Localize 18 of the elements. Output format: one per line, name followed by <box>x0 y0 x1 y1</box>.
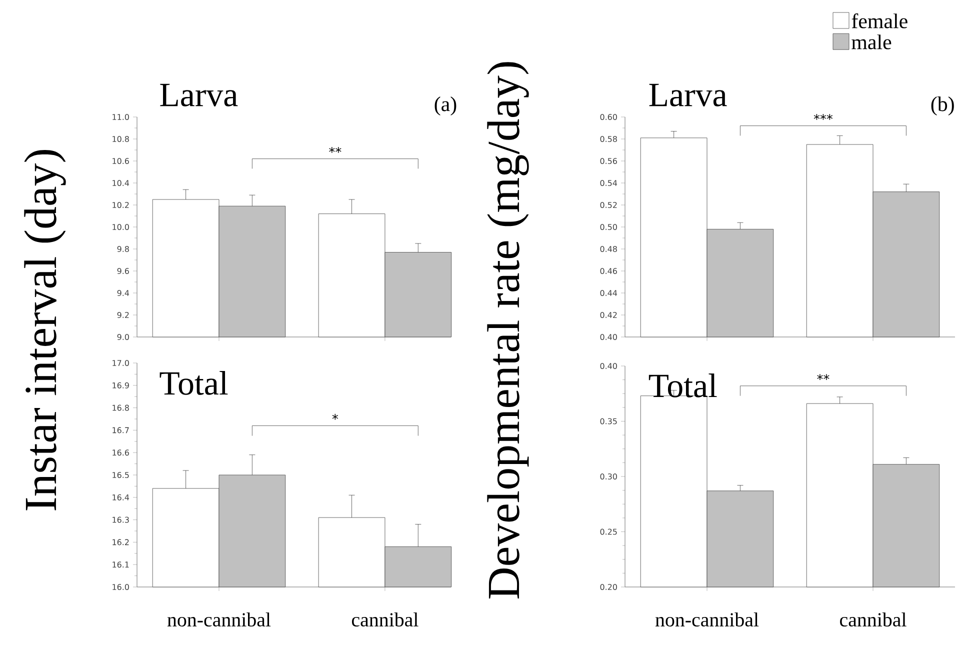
chart-title: Total <box>160 371 228 395</box>
chart-title: Larva <box>160 84 238 106</box>
x-tick-label: non-cannibal <box>167 612 271 627</box>
text: (a) <box>434 96 456 116</box>
annotation: ** <box>817 374 830 380</box>
text: (b) <box>931 96 954 116</box>
y-axis-title: Developmental rate (mg/day) <box>487 62 529 598</box>
annotation: *** <box>814 114 833 120</box>
y-axis-title: Instar interval (day) <box>24 150 66 510</box>
annotation: * <box>332 414 338 420</box>
x-tick-label: cannibal <box>352 612 418 627</box>
legend-label: male <box>852 34 892 50</box>
chart-title: Larva <box>649 84 727 106</box>
x-tick-label: non-cannibal <box>655 612 759 627</box>
chart-title: Total <box>648 374 717 398</box>
annotation: ** <box>329 146 342 153</box>
legend-label: female <box>852 13 908 28</box>
x-tick-label: cannibal <box>840 612 906 627</box>
